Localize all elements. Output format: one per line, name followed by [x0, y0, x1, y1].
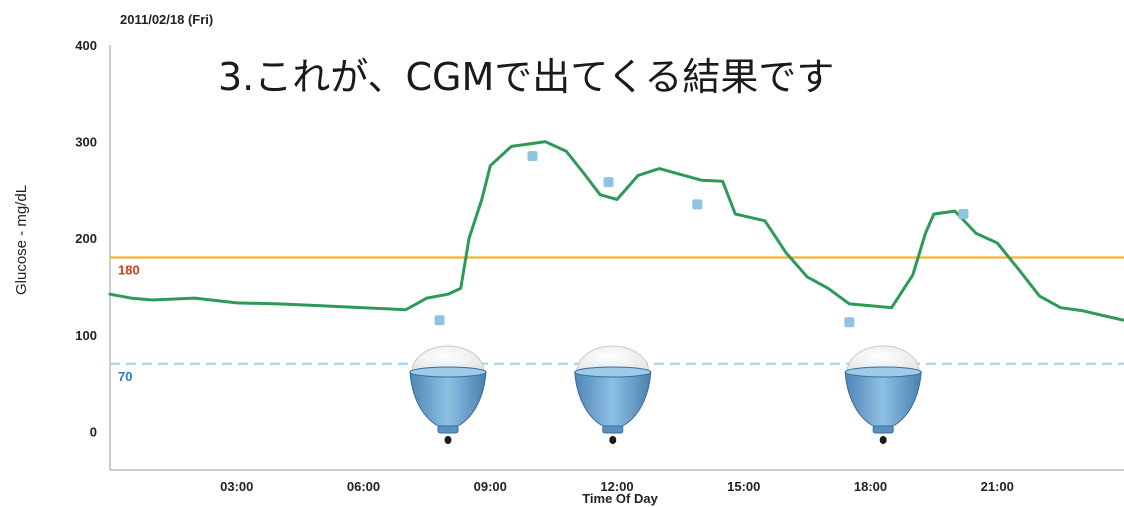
calibration-marker: [603, 177, 614, 188]
x-tick-label: 03:00: [220, 479, 253, 494]
calibration-marker: [844, 317, 855, 328]
calibration-marker: [434, 315, 445, 326]
reference-label-180: 180: [118, 263, 140, 278]
rice-bowl-icon: [409, 345, 487, 444]
y-axis-label: Glucose - mg/dL: [13, 185, 30, 295]
x-tick-label: 06:00: [347, 479, 380, 494]
y-tick-label: 0: [90, 424, 97, 439]
x-tick-label: 21:00: [981, 479, 1014, 494]
calibration-marker: [527, 151, 538, 162]
y-tick-label: 200: [75, 231, 97, 246]
y-tick-label: 300: [75, 135, 97, 150]
x-tick-label: 09:00: [474, 479, 507, 494]
chart-title: 3.これが、CGMで出てくる結果です: [218, 55, 834, 99]
x-tick-label: 12:00: [600, 479, 633, 494]
glucose-series-line: [108, 140, 1124, 322]
y-tick-label: 400: [75, 38, 97, 53]
y-tick-label: 100: [75, 328, 97, 343]
calibration-marker: [692, 199, 703, 210]
reference-label-70: 70: [118, 369, 132, 384]
rice-bowl-icon: [574, 345, 652, 444]
x-tick-label: 15:00: [727, 479, 760, 494]
chart-date: 2011/02/18 (Fri): [120, 12, 213, 27]
rice-bowl-icon: [844, 345, 922, 444]
x-tick-label: 18:00: [854, 479, 887, 494]
x-axis-label: Time Of Day: [582, 491, 658, 506]
calibration-marker: [958, 209, 969, 220]
